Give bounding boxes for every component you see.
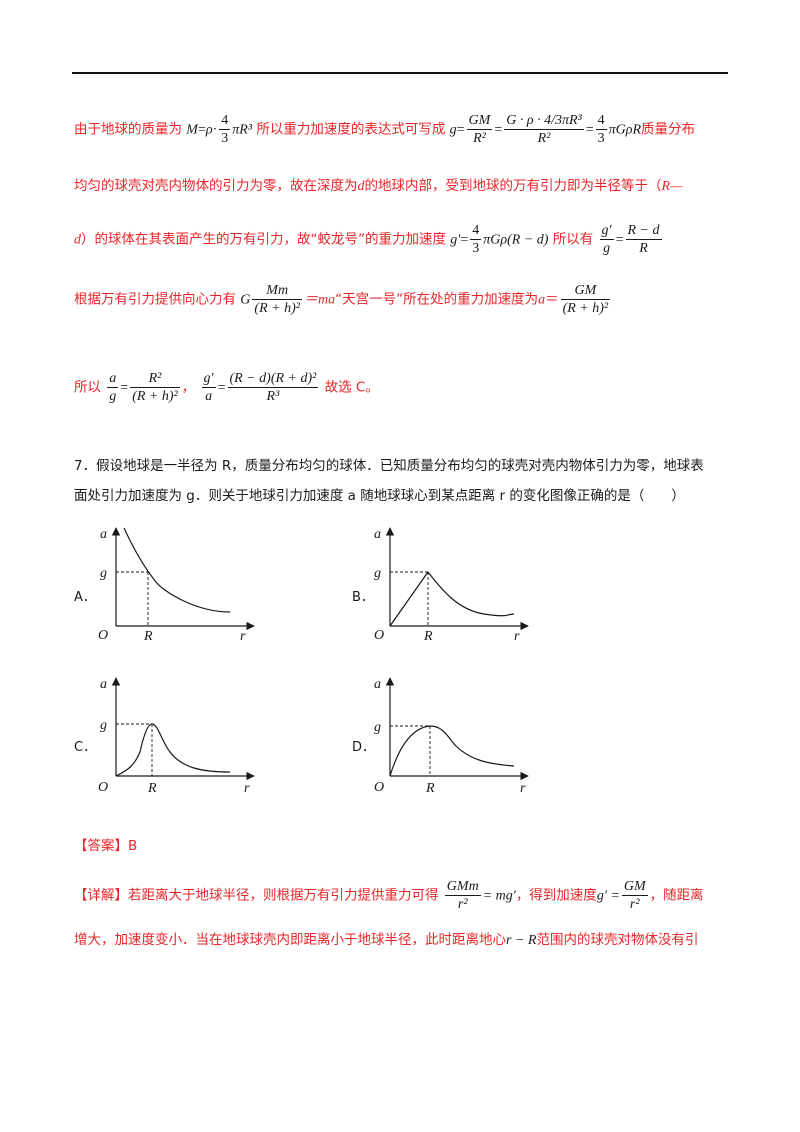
math: d (74, 232, 81, 248)
answer-value: B (128, 838, 138, 854)
fraction: g′ a (201, 371, 216, 404)
math: g′ = (596, 888, 620, 904)
fraction: (R − d)(R + d)² R³ (227, 371, 319, 404)
answer-tag: 【答案】 (74, 838, 128, 854)
question-line-1: 7．假设地球是一半径为 R，质量分布均匀的球体．已知质量分布均匀的球壳对壳内物体… (74, 458, 704, 474)
graph-d: a g O R r (374, 677, 529, 796)
origin-label: O (98, 780, 108, 795)
text: ＝ (545, 291, 559, 308)
question-line-2: 面处引力加速度为 g．则关于地球引力加速度 a 随地球球心到某点距离 r 的变化… (74, 488, 685, 504)
math: R— (661, 179, 683, 194)
fraction: g′ g (599, 223, 614, 256)
fraction: GMm r² (444, 879, 481, 912)
axis-label-a: a (100, 677, 107, 692)
tick-label-g: g (100, 718, 107, 733)
tick-label-r: R (425, 781, 435, 796)
fraction: R² (R + h)² (130, 371, 180, 404)
fraction: Mm (R + h)² (252, 283, 302, 316)
detail-line-1: 【详解】若距离大于地球半径，则根据万有引力提供重力可得 GMm r² = mg′，得… (74, 878, 704, 913)
tick-label-g: g (374, 720, 381, 735)
math: πR³ (232, 122, 253, 138)
linear-segment (389, 571, 429, 627)
math: ＝ma (303, 292, 336, 308)
detail-tag: 【详解】 (74, 887, 128, 904)
curve (115, 723, 231, 777)
math: πGρ(R − d) (483, 232, 549, 248)
detail-line-2: 增大，加速度变小．当在地球球壳内即距离小于地球半径，此时距离地心r − R范围内… (74, 928, 698, 949)
header-rule (72, 72, 728, 74)
math: = mg′ (482, 888, 516, 904)
text: ， (181, 379, 196, 396)
axis-label-a: a (100, 527, 107, 542)
fraction: GM r² (621, 879, 648, 912)
text: 质量分布 (641, 121, 696, 138)
tick-label-r: R (423, 629, 433, 644)
graph-b: a g O R r (374, 527, 529, 644)
tick-label-r: R (147, 781, 157, 796)
text: “天宫一号”所在处的重力加速度为 (335, 291, 539, 308)
axis-label-r: r (520, 781, 526, 796)
solution-line-5: 所以 a g = R² (R + h)²， g′ a = (R − d)(R + d)² R³ … (74, 371, 379, 404)
fraction: G · ρ · 4/3πR³ R² (504, 113, 584, 146)
text: ）的球体在其表面产生的万有引力，故“蛟龙号”的重力加速度 (81, 231, 446, 248)
text: ，得到加速度 (515, 887, 597, 904)
math: ρ (205, 122, 213, 138)
option-label-c: C． (74, 740, 97, 755)
text: 若距离大于地球半径，则根据万有引力提供重力可得 (128, 887, 439, 904)
curve (427, 571, 515, 617)
math: πGρR (608, 122, 642, 138)
curve (123, 527, 231, 613)
math: r − R (506, 933, 537, 948)
solution-line-1: 由于地球的质量为 M=ρ· 4 3 πR³ 所以重力加速度的表达式可写成 g= GM R²… (74, 113, 696, 146)
text: 范围内的球壳对物体没有引 (536, 932, 699, 948)
math: d (357, 179, 365, 194)
math: g (449, 122, 457, 138)
text: 故选 C。 (324, 379, 379, 396)
origin-label: O (374, 628, 384, 643)
origin-label: O (98, 628, 108, 643)
tick-label-g: g (100, 566, 107, 581)
math: · (212, 122, 218, 138)
axis-label-r: r (244, 781, 250, 796)
text: 的地球内部，受到地球的万有引力即为半径等于（ (364, 178, 662, 194)
solution-line-2: 均匀的球壳对壳内物体的引力为零，故在深度为d的地球内部，受到地球的万有引力即为半… (74, 174, 683, 195)
text: 根据万有引力提供向心力有 (74, 291, 236, 308)
math: = (197, 122, 206, 138)
tick-label-r: R (143, 629, 153, 644)
axis-label-r: r (240, 629, 246, 644)
text: 增大，加速度变小．当在地球球壳内即距离小于地球半径，此时距离地心 (74, 932, 506, 948)
text: 所以 (74, 379, 101, 396)
axis-label-a: a (374, 527, 381, 542)
text: 由于地球的质量为 (74, 121, 182, 138)
tick-label-g: g (374, 566, 381, 581)
math: M (186, 122, 198, 138)
axis-label-a: a (374, 677, 381, 692)
text: 所以有 (552, 231, 594, 248)
option-label-b: B． (352, 590, 374, 605)
text: 均匀的球壳对壳内物体的引力为零，故在深度为 (74, 178, 358, 194)
graph-a: a g O R r (98, 527, 255, 644)
fraction: GM (R + h)² (560, 283, 611, 316)
text: ，随距离 (649, 887, 704, 904)
option-label-d: D． (352, 740, 376, 755)
graph-c: a g O R r (98, 677, 255, 796)
axis-label-r: r (514, 629, 520, 644)
solution-line-3: d）的球体在其表面产生的万有引力，故“蛟龙号”的重力加速度 g′= 4 3 πGρ(R… (74, 223, 662, 256)
curve (389, 725, 515, 777)
option-label-a: A． (74, 590, 96, 605)
answer-line: 【答案】B (74, 834, 137, 854)
origin-label: O (374, 780, 384, 795)
text: 所以重力加速度的表达式可写成 (256, 121, 446, 138)
fraction: GM R² (466, 113, 493, 146)
solution-line-4: 根据万有引力提供向心力有 G Mm (R + h)² ＝ma“天宫一号”所在处的重力加… (74, 283, 611, 316)
